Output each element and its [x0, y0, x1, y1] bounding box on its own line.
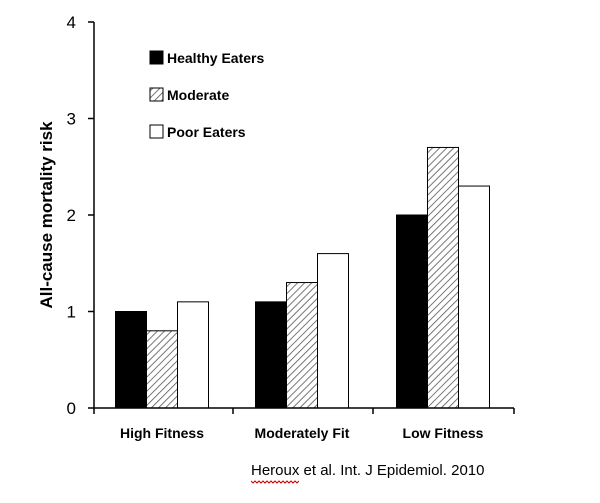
- y-tick-label: 0: [67, 399, 76, 418]
- legend: Healthy Eaters Moderate Poor Eaters: [149, 50, 264, 140]
- x-ticks: High Fitness Moderately Fit Low Fitness: [93, 408, 515, 441]
- y-tick-label: 1: [67, 303, 76, 322]
- legend-label-poor-eaters: Poor Eaters: [167, 124, 246, 140]
- bar-poor-eaters-moderately-fit: [317, 253, 349, 409]
- citation: Heroux et al. Int. J Epidemiol. 2010: [251, 462, 484, 479]
- citation-author: Heroux: [251, 462, 300, 479]
- bar-healthy-eaters-high-fitness: [115, 311, 147, 409]
- bar-healthy-eaters-moderately-fit: [255, 301, 287, 409]
- x-tick-label: High Fitness: [120, 425, 204, 441]
- legend-swatch-poor-eaters: [149, 124, 164, 139]
- legend-swatch-healthy-eaters: [149, 50, 164, 65]
- bar-moderate-low-fitness: [427, 146, 459, 409]
- legend-swatch-moderate: [149, 87, 164, 102]
- x-tick-label: Low Fitness: [403, 425, 484, 441]
- y-tick-label: 4: [67, 13, 76, 32]
- bar-healthy-eaters-low-fitness: [396, 214, 428, 409]
- x-tick-label: Moderately Fit: [255, 425, 350, 441]
- bar-moderate-high-fitness: [146, 330, 178, 409]
- bars-layer: [115, 146, 490, 409]
- y-tick-label: 3: [67, 110, 76, 129]
- citation-rest: et al. Int. J Epidemiol. 2010: [299, 462, 484, 479]
- legend-label-moderate: Moderate: [167, 87, 229, 103]
- y-axis-title: All-cause mortality risk: [37, 121, 56, 309]
- y-tick-label: 2: [67, 206, 76, 225]
- bar-poor-eaters-high-fitness: [177, 301, 209, 409]
- legend-label-healthy-eaters: Healthy Eaters: [167, 50, 264, 66]
- bar-poor-eaters-low-fitness: [458, 185, 490, 409]
- y-ticks: 0 1 2 3 4: [67, 13, 94, 418]
- bar-moderate-moderately-fit: [286, 282, 318, 409]
- citation-spellcheck-underline: [250, 480, 300, 484]
